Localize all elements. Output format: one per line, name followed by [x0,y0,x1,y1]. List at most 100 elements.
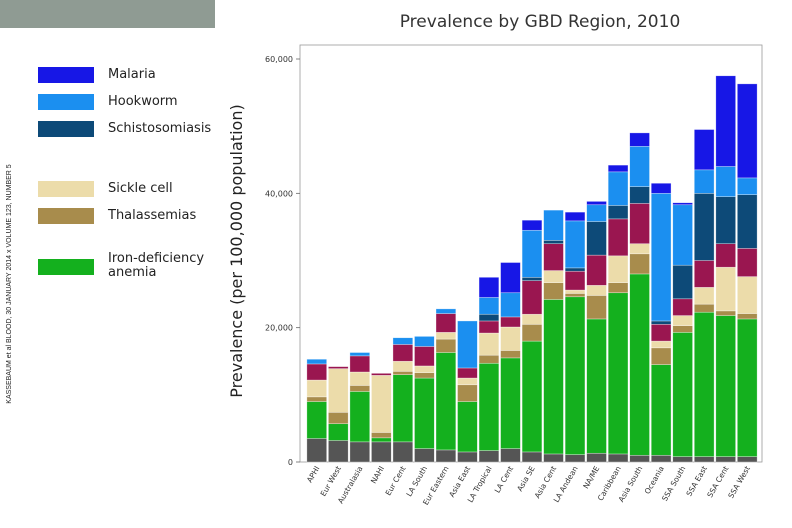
bar-segment-other-causes-la-andean [564,454,586,463]
bar-segment-thalassemias-na-me [586,295,607,320]
legend-swatch-iron-deficiency [38,259,94,275]
bar-segment-malaria-asia-south [629,132,650,147]
bar-segment-malaria-na-me [586,201,607,206]
bar-segment-iron-deficiency-anemia-asia-east [457,401,478,453]
bar-segment-schistosomiasis-la-andean [564,267,586,272]
bar-segment-hookworm-oceania [650,193,672,322]
bar-segment-other-causes-ssa-cent [715,456,736,463]
y-tick-label: 60,000 [265,55,293,64]
bar-segment-thalassemias-australasia [349,385,371,392]
bar-segment-schistosomiasis-oceania [650,320,672,325]
bar-segment-other-hemoglobinopathies-australasia [349,355,371,373]
bar-segment-malaria-oceania [650,182,672,194]
bar-segment-iron-deficiency-anemia-nahi [371,437,392,443]
bar-segment-sickle-cell-asia-east [457,377,478,386]
bar-segment-hookworm-la-south [414,336,435,347]
x-tick-label-ssa-west: SSA West [726,464,752,499]
bar-segment-hookworm-eur-eastern [435,308,457,314]
bar-segment-other-causes-ssa-west [737,456,758,463]
bar-segment-other-causes-na-me [586,452,607,463]
bar-segment-other-hemoglobinopathies-ssa-cent [715,243,736,268]
bar-segment-sickle-cell-ssa-west [737,276,758,314]
bar-segment-iron-deficiency-anemia-oceania [650,364,672,456]
bar-segment-malaria-caribbean [607,164,629,173]
bar-segment-other-causes-oceania [650,454,672,463]
bar-segment-other-hemoglobinopathies-asia-cent [543,243,564,271]
bar-segment-thalassemias-eur-cent [392,371,414,375]
bar-segment-other-hemoglobinopathies-caribbean [607,218,629,257]
bar-segment-schistosomiasis-ssa-east [693,193,715,261]
bar-segment-other-hemoglobinopathies-ssa-south [672,298,693,316]
bar-segment-sickle-cell-la-cent [500,326,521,351]
bar-segment-thalassemias-eur-west [328,411,349,425]
y-tick-label: 40,000 [265,189,293,198]
bar-segment-hookworm-asia-se [521,229,543,278]
bar-segment-malaria-ssa-south [672,202,693,206]
bar-segment-sickle-cell-ssa-cent [715,266,736,312]
chart-title: Prevalence by GBD Region, 2010 [400,12,681,32]
bar-segment-thalassemias-la-tropical [478,354,500,364]
bar-segment-hookworm-ssa-south [672,204,693,266]
bar-segment-malaria-ssa-west [737,83,758,179]
bar-segment-other-causes-eur-west [328,440,349,463]
bar-segment-schistosomiasis-la-tropical [478,313,500,322]
bar-segment-sickle-cell-ssa-east [693,287,715,305]
bar-segment-hookworm-asia-south [629,146,650,187]
bar-segment-malaria-asia-se [521,219,543,231]
bar-segment-other-causes-ssa-south [672,456,693,463]
y-axis-label: Prevalence (per 100,000 population) [227,104,246,397]
bar-segment-other-hemoglobinopathies-ssa-west [737,248,758,277]
x-tick-label-nahi: NAHI [369,465,386,486]
bar-segment-thalassemias-la-cent [500,350,521,359]
bar-segment-iron-deficiency-anemia-eur-eastern [435,352,457,451]
bar-segment-sickle-cell-asia-se [521,313,543,325]
y-tick-label: 0 [288,458,293,467]
bar-segment-thalassemias-ssa-cent [715,310,736,316]
bar-segment-iron-deficiency-anemia-ssa-west [737,318,758,457]
bar-segment-sickle-cell-nahi [371,375,392,433]
legend-label-thalassemias: Thalassemias [108,208,197,223]
bar-segment-other-hemoglobinopathies-nahi [371,373,392,376]
legend-label-sickle-cell: Sickle cell [108,181,173,196]
bar-segment-other-hemoglobinopathies-asia-east [457,367,478,379]
bar-segment-hookworm-aphi [306,358,327,365]
bar-segment-other-hemoglobinopathies-ssa-east [693,260,715,288]
bar-segment-schistosomiasis-ssa-south [672,264,693,300]
bar-segment-sickle-cell-ssa-south [672,315,693,326]
bar-segment-other-causes-caribbean [607,453,629,463]
bar-segment-sickle-cell-la-andean [564,289,586,294]
bar-segment-other-hemoglobinopathies-la-south [414,346,435,367]
bar-segment-other-hemoglobinopathies-la-cent [500,316,521,328]
bar-segment-other-causes-la-cent [500,448,521,463]
bar-segment-schistosomiasis-na-me [586,221,607,256]
bar-segment-sickle-cell-la-south [414,365,435,373]
bar-segment-hookworm-la-cent [500,292,521,318]
bar-segment-iron-deficiency-anemia-la-tropical [478,362,500,451]
bar-segment-other-hemoglobinopathies-la-tropical [478,320,500,334]
x-tick-label-na-me: NA/ME [581,464,601,490]
bar-segment-sickle-cell-aphi [306,379,327,398]
bar-segment-thalassemias-ssa-east [693,303,715,313]
bar-segment-schistosomiasis-asia-south [629,186,650,204]
legend-swatch-sickle-cell [38,181,94,197]
bar-segment-other-hemoglobinopathies-la-andean [564,270,586,291]
legend-label-schistosomiasis: Schistosomiasis [108,121,212,136]
bar-segment-thalassemias-nahi [371,432,392,439]
bar-segment-other-hemoglobinopathies-oceania [650,324,672,342]
bar-segment-other-hemoglobinopathies-asia-se [521,280,543,315]
legend-label-hookworm: Hookworm [108,94,178,109]
bar-segment-sickle-cell-asia-south [629,243,650,255]
bar-segment-other-hemoglobinopathies-na-me [586,254,607,286]
bar-segment-hookworm-australasia [349,352,371,357]
x-tick-label-asia-se: Asia SE [515,464,537,493]
bar-segment-hookworm-ssa-cent [715,166,736,197]
bar-segment-malaria-ssa-cent [715,75,736,167]
bar-segment-schistosomiasis-asia-se [521,276,543,281]
bar-segment-sickle-cell-australasia [349,371,371,386]
bar-segment-malaria-la-tropical [478,276,500,298]
bar-segment-thalassemias-caribbean [607,282,629,294]
bar-segment-iron-deficiency-anemia-eur-cent [392,374,414,443]
x-tick-label-eur-cent: Eur Cent [384,464,408,497]
